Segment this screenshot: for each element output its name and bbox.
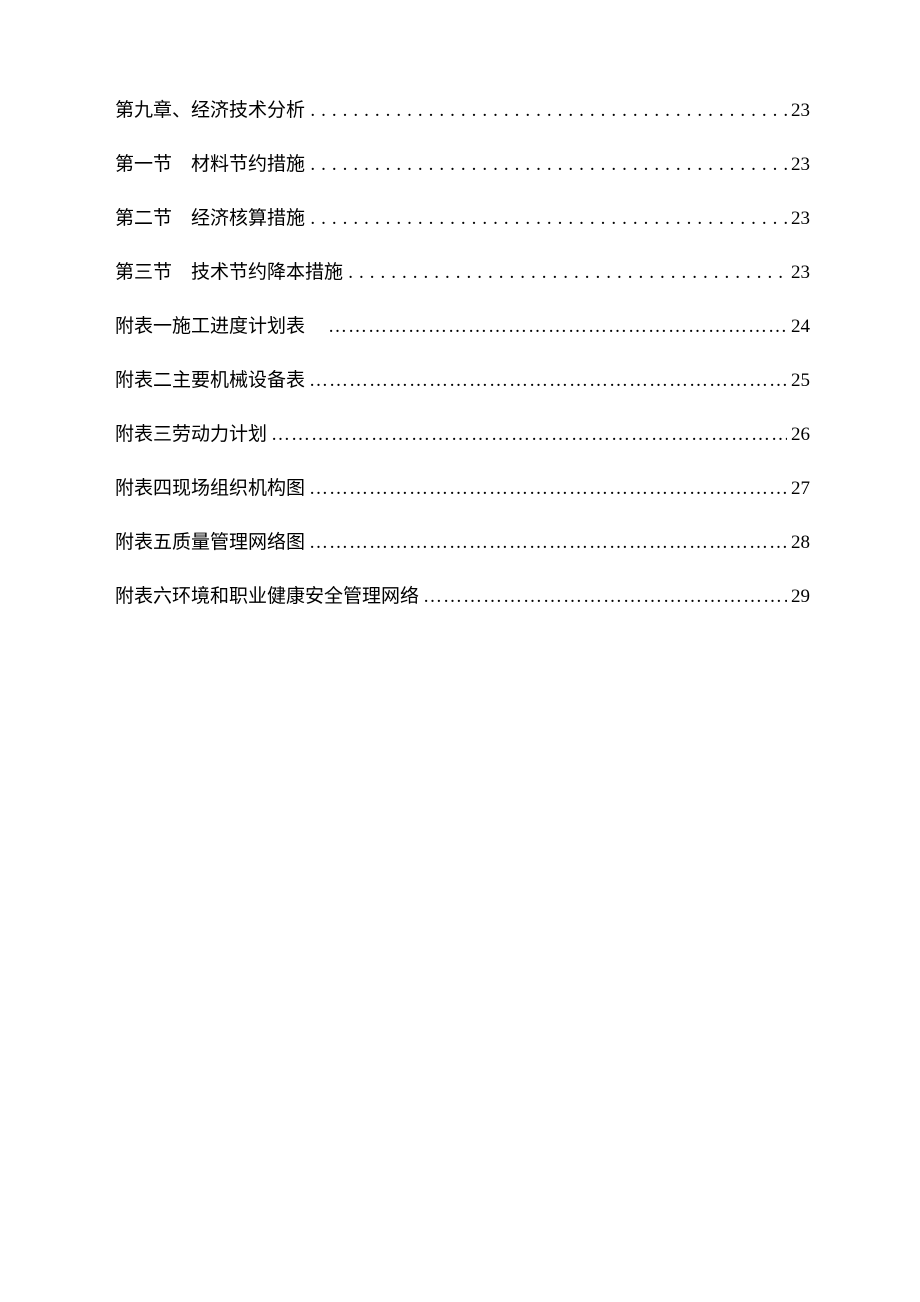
toc-entry: 第九章、经济技术分析..............................… [115,95,810,122]
toc-leader-dots: …………………………………………………………………………………………………………… [328,316,787,338]
toc-page-number: 27 [791,478,810,500]
toc-page-number: 24 [791,316,810,338]
toc-page-number: 23 [791,100,810,122]
toc-leader-dots: ........................................… [310,154,787,176]
toc-entry-label: 附表三劳动力计划 [115,419,267,446]
toc-page-number: 29 [791,586,810,608]
toc-entry-label: 附表二主要机械设备表 [115,365,305,392]
toc-entry: 第三节 技术节约降本措施............................… [115,257,810,284]
toc-page-number: 23 [791,208,810,230]
toc-entry: 附表二主要机械设备表………………………………………………………………………………… [115,365,810,392]
toc-entry-label: 第一节 材料节约措施 [115,149,305,176]
toc-entry-label: 附表五质量管理网络图 [115,527,305,554]
toc-leader-dots: ........................................… [310,100,787,122]
toc-entry: 附表四现场组织机构图………………………………………………………………………………… [115,473,810,500]
toc-leader-dots: …………………………………………………………………………………………………………… [309,532,787,554]
toc-entry: 第一节 材料节约措施..............................… [115,149,810,176]
toc-page-number: 26 [791,424,810,446]
toc-entry: 附表五质量管理网络图………………………………………………………………………………… [115,527,810,554]
toc-leader-dots: …………………………………………………………………………………………………………… [423,586,787,608]
toc-entry-label: 第九章、经济技术分析 [115,95,305,122]
toc-entry: 第二节 经济核算措施..............................… [115,203,810,230]
toc-entry: 附表三劳动力计划……………………………………………………………………………………… [115,419,810,446]
toc-page-number: 23 [791,262,810,284]
toc-leader-dots: …………………………………………………………………………………………………………… [309,370,787,392]
toc-entry-label: 附表六环境和职业健康安全管理网络 [115,581,419,608]
toc-leader-dots: …………………………………………………………………………………………………………… [271,424,787,446]
toc-entry-label: 第二节 经济核算措施 [115,203,305,230]
toc-page-number: 23 [791,154,810,176]
toc-leader-dots: …………………………………………………………………………………………………………… [309,478,787,500]
toc-entry: 附表一施工进度计划表 ……………………………………………………………………………… [115,311,810,338]
toc-page-number: 28 [791,532,810,554]
toc-entry-label: 附表一施工进度计划表 [115,311,324,338]
toc-entry-label: 第三节 技术节约降本措施 [115,257,343,284]
toc-leader-dots: ........................................… [310,208,787,230]
toc-page-number: 25 [791,370,810,392]
toc-entry: 附表六环境和职业健康安全管理网络………………………………………………………………… [115,581,810,608]
toc-entry-label: 附表四现场组织机构图 [115,473,305,500]
table-of-contents: 第九章、经济技术分析..............................… [115,95,810,608]
toc-leader-dots: ........................................… [348,262,787,284]
